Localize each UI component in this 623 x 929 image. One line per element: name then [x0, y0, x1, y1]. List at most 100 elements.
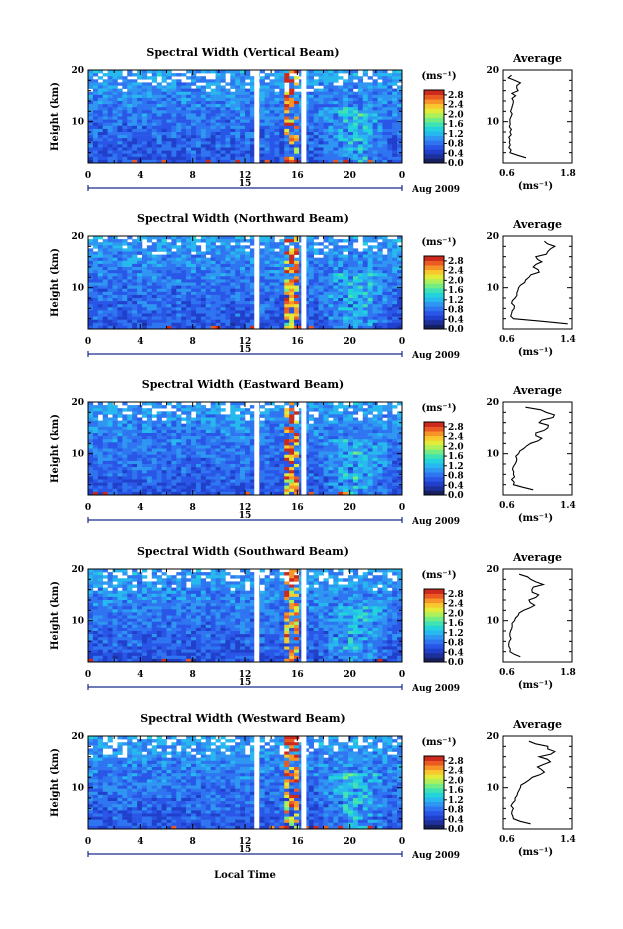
heatmap-cell — [348, 411, 354, 415]
heatmap-cell — [127, 288, 133, 293]
heatmap-cell — [205, 263, 211, 268]
heatmap-cell — [181, 448, 187, 452]
heatmap-cell — [333, 433, 339, 437]
heatmap-cell — [377, 91, 383, 96]
heatmap-cell — [392, 423, 398, 428]
heatmap-cell — [102, 85, 108, 89]
heatmap-cell — [289, 236, 295, 240]
heatmap-cell — [323, 414, 329, 418]
heatmap-cell — [181, 454, 187, 459]
heatmap-cell — [137, 411, 143, 415]
heatmap-cell — [387, 294, 393, 299]
heatmap-cell — [171, 310, 177, 314]
heatmap-cell — [127, 316, 133, 320]
heatmap-cell — [284, 325, 290, 330]
heatmap-cell — [318, 405, 324, 409]
heatmap-cell — [279, 325, 285, 330]
heatmap-cell — [122, 291, 128, 296]
heatmap-cell — [127, 144, 133, 148]
heatmap-cell — [171, 138, 177, 142]
heatmap-cell — [343, 248, 349, 252]
heatmap-cell — [352, 408, 359, 412]
colorbar-segment — [424, 265, 444, 271]
heatmap-cell — [352, 448, 359, 452]
heatmap-cell — [102, 153, 108, 158]
heatmap-cell — [274, 73, 280, 77]
heatmap-cell — [230, 298, 236, 302]
heatmap-cell — [166, 291, 172, 296]
heatmap-cell — [107, 304, 113, 308]
heatmap-cell — [97, 242, 104, 246]
heatmap-cell — [181, 411, 187, 415]
heatmap-cell — [279, 414, 285, 418]
heatmap-cell — [274, 70, 280, 74]
heatmap-cell — [195, 298, 202, 302]
heatmap-cell — [284, 288, 290, 293]
heatmap-cell — [127, 257, 133, 262]
heatmap-cell — [107, 417, 113, 421]
heatmap-cell — [303, 116, 310, 120]
heatmap-cell — [195, 85, 202, 89]
heatmap-cell — [264, 445, 270, 449]
heatmap-cell — [333, 76, 339, 80]
heatmap-cell — [92, 156, 99, 161]
heatmap-cell — [210, 423, 216, 428]
heatmap-cell — [245, 288, 251, 293]
heatmap-cell — [245, 128, 251, 133]
heatmap-cell — [387, 113, 393, 117]
heatmap-cell — [279, 316, 285, 320]
heatmap-cell — [269, 73, 275, 77]
data-gap — [301, 236, 307, 329]
heatmap-cell — [225, 110, 231, 114]
heatmap-cell — [146, 414, 153, 418]
heatmap-cell — [235, 273, 241, 277]
heatmap-cell — [117, 454, 123, 459]
heatmap-cell — [235, 436, 241, 440]
heatmap-cell — [318, 159, 324, 164]
heatmap-cell — [367, 279, 373, 283]
heatmap-cell — [279, 97, 285, 102]
heatmap-cell — [245, 316, 251, 320]
heatmap-cell — [397, 260, 403, 265]
heatmap-cell — [171, 144, 177, 148]
heatmap-cell — [328, 304, 334, 308]
heatmap-cell — [249, 94, 256, 99]
heatmap-cell — [372, 159, 378, 164]
heatmap-cell — [372, 141, 378, 145]
heatmap-cell — [220, 159, 226, 164]
heatmap-cell — [328, 282, 334, 286]
heatmap-cell — [171, 79, 177, 83]
heatmap-cell — [117, 113, 123, 117]
heatmap-cell — [303, 405, 310, 409]
heatmap-cell — [176, 257, 182, 262]
heatmap-cell — [112, 420, 118, 424]
average-frame — [502, 235, 573, 330]
heatmap-cell — [220, 313, 226, 317]
heatmap-cell — [367, 325, 373, 330]
heatmap-cell — [88, 104, 94, 108]
heatmap-cell — [127, 245, 133, 249]
heatmap-cell — [161, 91, 167, 96]
heatmap-cell — [127, 405, 133, 409]
heatmap-cell — [97, 420, 104, 424]
heatmap-cell — [191, 429, 197, 434]
heatmap-cell — [210, 429, 216, 434]
heatmap-cell — [107, 316, 113, 320]
heatmap-cell — [156, 307, 162, 311]
heatmap-cell — [362, 322, 368, 327]
heatmap-cell — [92, 138, 99, 142]
heatmap-cell — [122, 439, 128, 443]
heatmap-cell — [92, 257, 99, 262]
heatmap-cell — [161, 141, 167, 145]
heatmap-cell — [338, 426, 344, 431]
heatmap-cell — [357, 451, 364, 455]
heatmap-cell — [274, 110, 280, 114]
heatmap-cell — [303, 144, 310, 148]
heatmap-cell — [181, 433, 187, 437]
heatmap-cell — [338, 122, 344, 127]
heatmap-cell — [230, 263, 236, 268]
heatmap-cell — [127, 301, 133, 305]
heatmap-cell — [392, 245, 398, 249]
colorbar-segment — [424, 274, 444, 280]
heatmap-cell — [191, 433, 197, 437]
